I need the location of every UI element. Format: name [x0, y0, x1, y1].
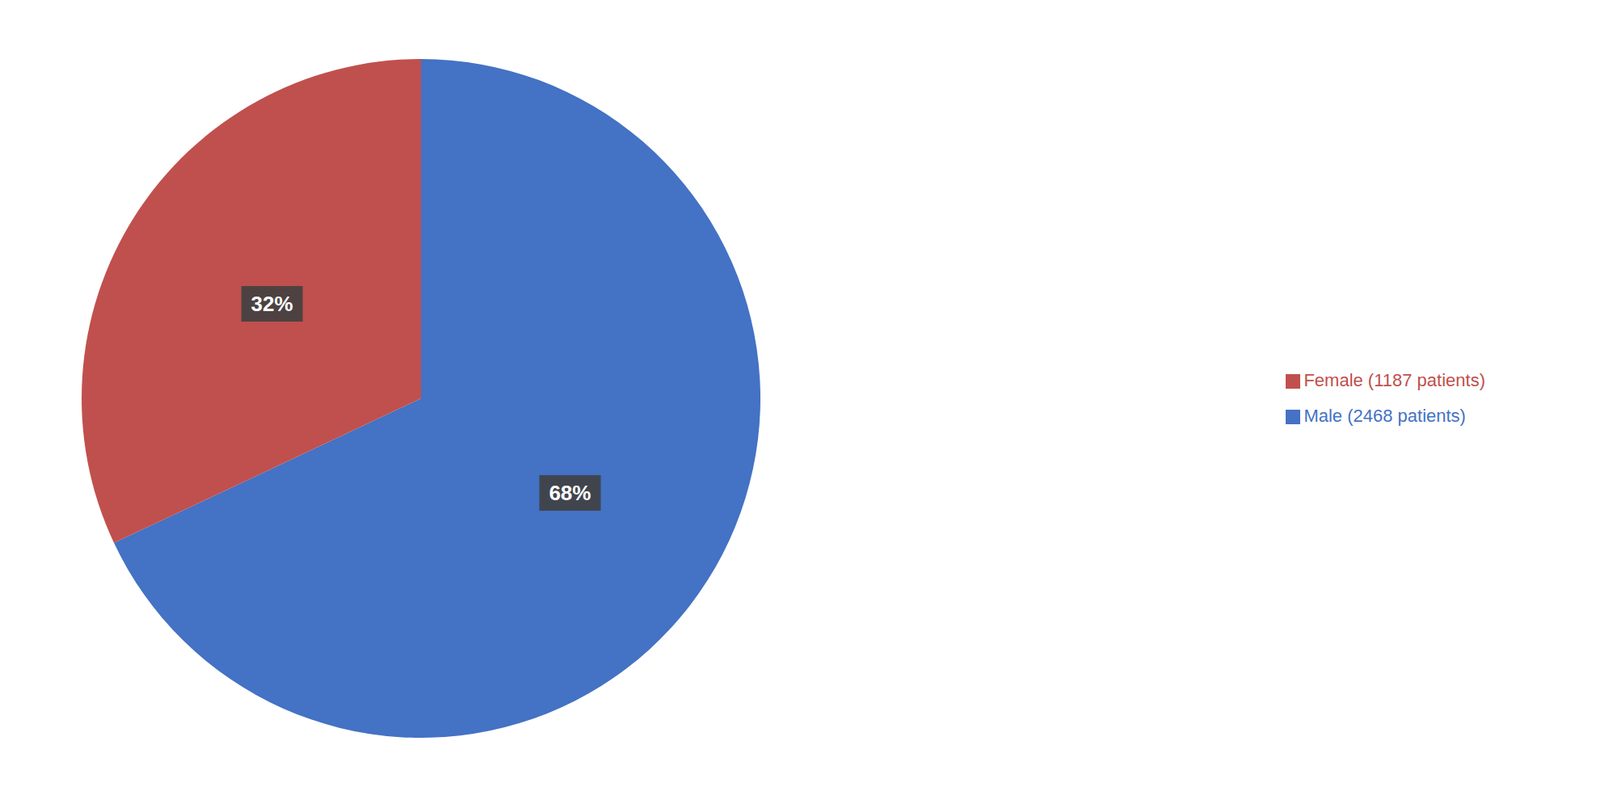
html-text:Male (2468 patients): Male (2468 patients) [1303, 405, 1466, 426]
html-text:Female (1187 patients): Female (1187 patients) [1303, 370, 1486, 391]
svg-text:68%: 68% [548, 480, 591, 506]
svg-text:32%: 32% [251, 291, 294, 316]
